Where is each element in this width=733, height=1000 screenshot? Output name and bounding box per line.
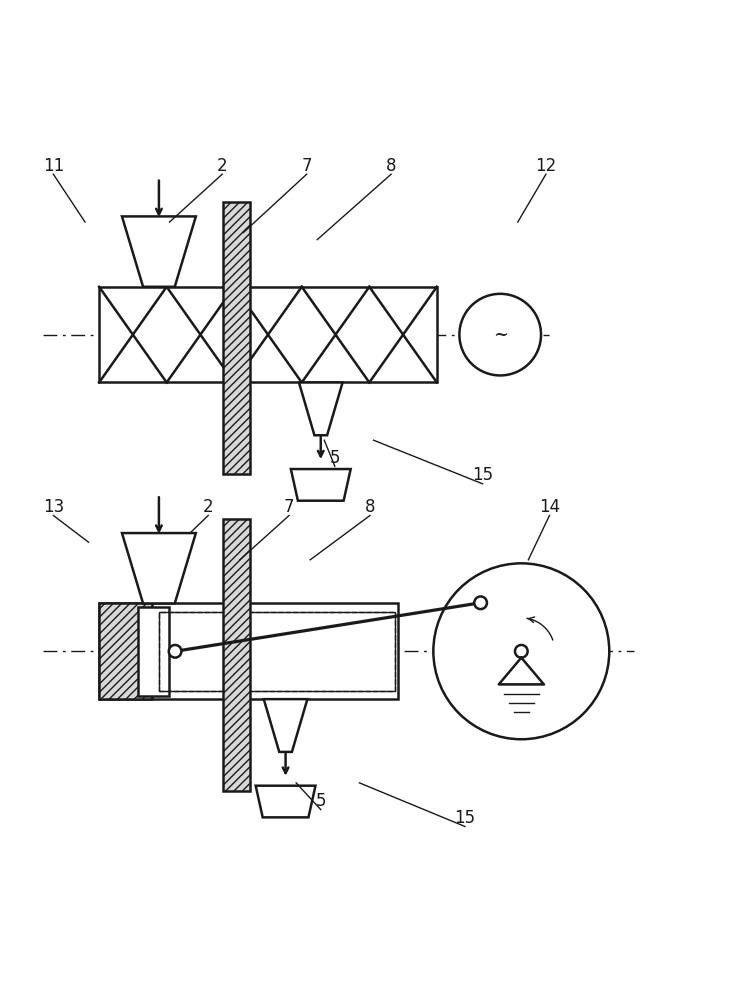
Text: 7: 7 bbox=[284, 498, 295, 516]
Text: 13: 13 bbox=[43, 498, 64, 516]
Polygon shape bbox=[291, 469, 350, 501]
Circle shape bbox=[460, 294, 541, 375]
Polygon shape bbox=[223, 519, 250, 791]
Polygon shape bbox=[99, 603, 398, 699]
Polygon shape bbox=[299, 382, 342, 435]
Text: 12: 12 bbox=[535, 157, 556, 175]
Circle shape bbox=[433, 563, 609, 739]
Text: 14: 14 bbox=[539, 498, 560, 516]
Circle shape bbox=[515, 645, 528, 658]
Text: 15: 15 bbox=[454, 809, 476, 827]
Polygon shape bbox=[223, 202, 250, 474]
Text: 2: 2 bbox=[203, 498, 213, 516]
Text: 8: 8 bbox=[365, 498, 375, 516]
Text: 2: 2 bbox=[217, 157, 227, 175]
Text: 8: 8 bbox=[386, 157, 397, 175]
Polygon shape bbox=[99, 603, 152, 699]
Polygon shape bbox=[122, 216, 196, 287]
Polygon shape bbox=[122, 533, 196, 603]
Text: 7: 7 bbox=[301, 157, 312, 175]
Polygon shape bbox=[264, 699, 307, 752]
Polygon shape bbox=[99, 287, 437, 382]
Text: 5: 5 bbox=[330, 449, 340, 467]
Text: 15: 15 bbox=[472, 466, 493, 484]
Text: 11: 11 bbox=[43, 157, 64, 175]
Circle shape bbox=[169, 645, 182, 658]
Polygon shape bbox=[256, 786, 315, 817]
Text: ~: ~ bbox=[493, 326, 508, 344]
Polygon shape bbox=[138, 607, 169, 696]
Circle shape bbox=[474, 596, 487, 609]
Text: 5: 5 bbox=[315, 792, 326, 810]
